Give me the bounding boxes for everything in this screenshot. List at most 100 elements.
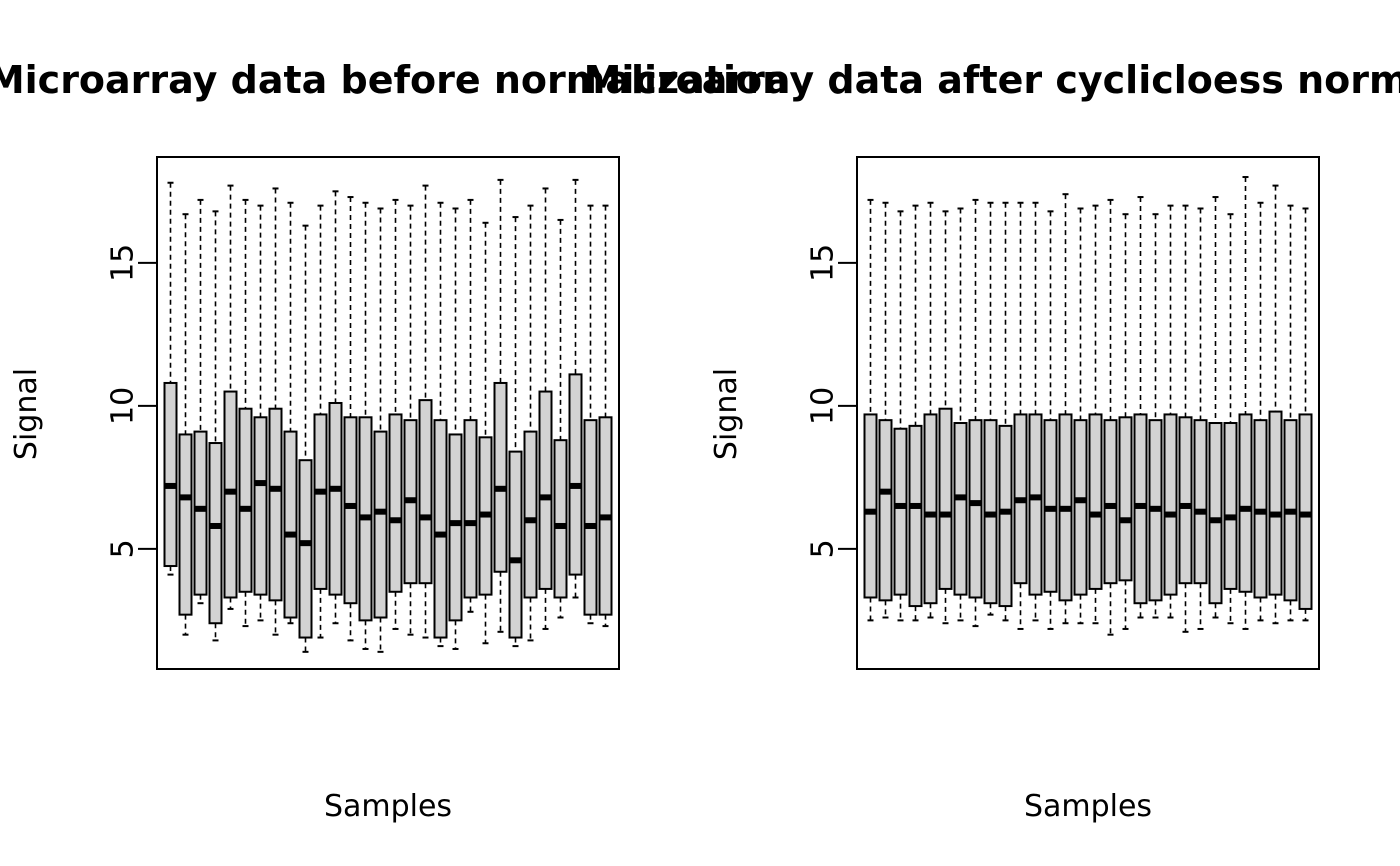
box-16	[1088, 204, 1103, 625]
box-19	[1133, 196, 1148, 619]
box-21	[463, 198, 478, 613]
box-8	[268, 187, 283, 636]
box-7	[253, 204, 268, 622]
box-body	[1118, 416, 1133, 582]
y-axis-label: Signal	[709, 368, 744, 460]
box-20	[448, 207, 463, 650]
box-4	[208, 210, 223, 642]
box-body	[1103, 419, 1118, 585]
y-tick-label: 10	[106, 387, 141, 425]
box-body	[178, 433, 193, 616]
box-14	[1058, 193, 1073, 625]
box-15	[1073, 207, 1088, 625]
y-tick-label: 5	[806, 539, 841, 558]
box-15	[373, 207, 388, 653]
box-body	[583, 419, 598, 616]
box-body	[878, 419, 893, 602]
box-body	[343, 416, 358, 605]
box-6	[938, 210, 953, 625]
box-body	[208, 442, 223, 625]
box-11	[1013, 201, 1028, 630]
box-body	[163, 381, 178, 568]
panel-before: Microarray data before normalization 5 10…	[0, 58, 789, 824]
box-4	[908, 204, 923, 622]
box-28	[568, 178, 583, 599]
box-26	[1238, 176, 1253, 630]
box-body	[1088, 413, 1103, 590]
box-body	[568, 373, 583, 576]
box-body	[508, 450, 523, 639]
box-22	[478, 221, 493, 645]
box-13	[343, 196, 358, 642]
box-29	[583, 204, 598, 625]
box-body	[463, 419, 478, 599]
box-body	[1028, 413, 1043, 596]
box-body	[253, 416, 268, 596]
chart-title: Microarray data after cyclicloess normal…	[584, 58, 1400, 102]
box-body	[433, 419, 448, 639]
box-5	[923, 201, 938, 619]
y-tick-label: 5	[106, 539, 141, 558]
box-body	[863, 413, 878, 599]
box-9	[283, 201, 298, 625]
box-10	[998, 201, 1013, 622]
box-16	[388, 198, 403, 630]
box-2	[878, 201, 893, 619]
box-2	[178, 213, 193, 636]
box-28	[1268, 184, 1283, 625]
box-10	[298, 224, 313, 653]
x-axis-label: Samples	[324, 789, 452, 824]
box-9	[983, 201, 998, 616]
box-6	[238, 198, 253, 628]
box-body	[328, 401, 343, 596]
box-25	[1223, 213, 1238, 625]
box-13	[1043, 210, 1058, 630]
box-5	[223, 184, 238, 610]
box-body	[523, 430, 538, 599]
box-body	[893, 427, 908, 596]
box-23	[493, 178, 508, 633]
box-1	[863, 198, 878, 622]
box-27	[1253, 201, 1268, 622]
box-body	[238, 407, 253, 593]
box-body	[968, 419, 983, 599]
plot-area: 5 10 15	[806, 156, 1320, 670]
box-25	[523, 204, 538, 642]
box-12	[1028, 201, 1043, 622]
box-8	[968, 198, 983, 628]
box-17	[1103, 198, 1118, 636]
box-body	[313, 413, 328, 590]
box-29	[1283, 204, 1298, 622]
box-30	[1298, 207, 1313, 622]
box-18	[1118, 213, 1133, 630]
chart-title: Microarray data before normalization	[0, 58, 789, 102]
box-body	[908, 424, 923, 608]
box-body	[953, 422, 968, 596]
box-23	[1193, 207, 1208, 630]
box-body	[1073, 419, 1088, 596]
box-body	[1238, 413, 1253, 593]
box-body	[538, 390, 553, 590]
box-body	[1163, 413, 1178, 596]
box-body	[1208, 422, 1223, 605]
box-12	[328, 190, 343, 625]
box-19	[433, 201, 448, 648]
y-tick-label: 15	[106, 244, 141, 282]
box-body	[1178, 416, 1193, 585]
box-body	[373, 430, 388, 619]
box-24	[1208, 196, 1223, 619]
box-17	[403, 204, 418, 636]
y-axis-label: Signal	[9, 368, 44, 460]
box-26	[538, 187, 553, 630]
box-body	[1268, 410, 1283, 596]
box-body	[1223, 422, 1238, 590]
y-tick-label: 10	[806, 387, 841, 425]
box-3	[893, 210, 908, 622]
box-3	[193, 198, 208, 605]
box-21	[1163, 204, 1178, 619]
box-body	[938, 407, 953, 590]
box-body	[923, 413, 938, 605]
box-body	[388, 413, 403, 593]
box-body	[493, 381, 508, 573]
